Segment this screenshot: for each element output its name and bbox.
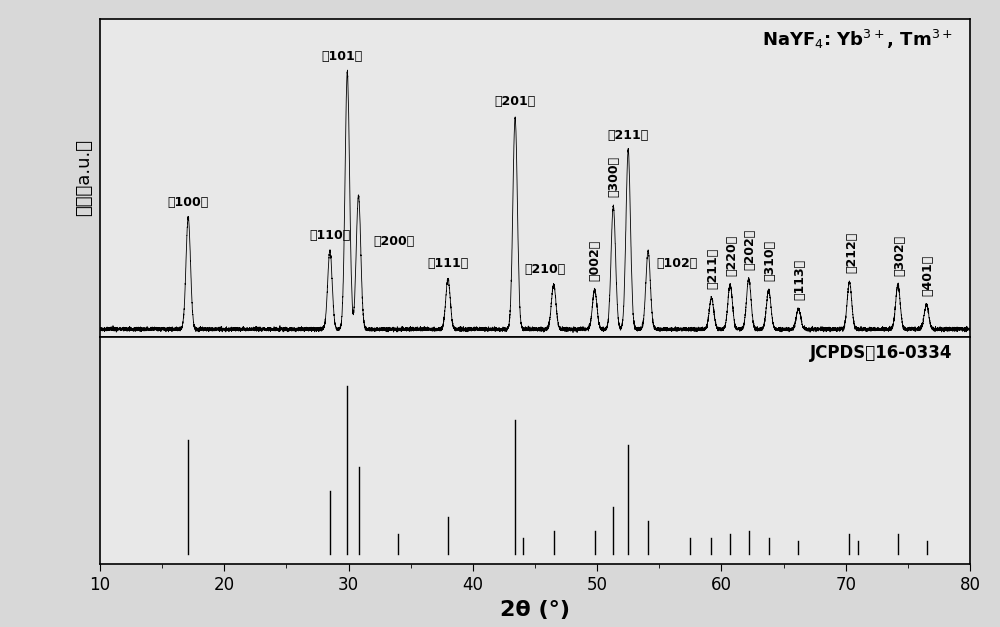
- X-axis label: 2θ (°): 2θ (°): [500, 599, 570, 619]
- Text: NaYF$_4$: Yb$^{3+}$, Tm$^{3+}$: NaYF$_4$: Yb$^{3+}$, Tm$^{3+}$: [762, 28, 953, 51]
- Text: （111）: （111）: [427, 257, 469, 270]
- Text: （211）: （211）: [707, 248, 720, 289]
- Text: （220）: （220）: [725, 234, 738, 276]
- Text: （100）: （100）: [168, 196, 209, 209]
- Text: （002）: （002）: [588, 240, 601, 281]
- Text: （200）: （200）: [373, 234, 415, 248]
- Text: JCPDS：16-0334: JCPDS：16-0334: [810, 344, 953, 362]
- Text: （211）: （211）: [608, 129, 649, 142]
- Text: （210）: （210）: [524, 263, 566, 276]
- Text: （102）: （102）: [657, 257, 698, 270]
- Text: （110）: （110）: [309, 229, 351, 242]
- Text: （401）: （401）: [922, 255, 935, 296]
- Y-axis label: 强度（a.u.）: 强度（a.u.）: [75, 139, 93, 216]
- Text: （300）: （300）: [607, 156, 620, 198]
- Text: （212）: （212）: [846, 232, 859, 273]
- Text: （113）: （113）: [794, 259, 807, 300]
- Text: （310）: （310）: [764, 240, 777, 281]
- Text: （101）: （101）: [322, 50, 363, 63]
- Text: （201）: （201）: [494, 95, 536, 108]
- Text: （202）: （202）: [744, 229, 757, 270]
- Text: （302）: （302）: [893, 234, 906, 276]
